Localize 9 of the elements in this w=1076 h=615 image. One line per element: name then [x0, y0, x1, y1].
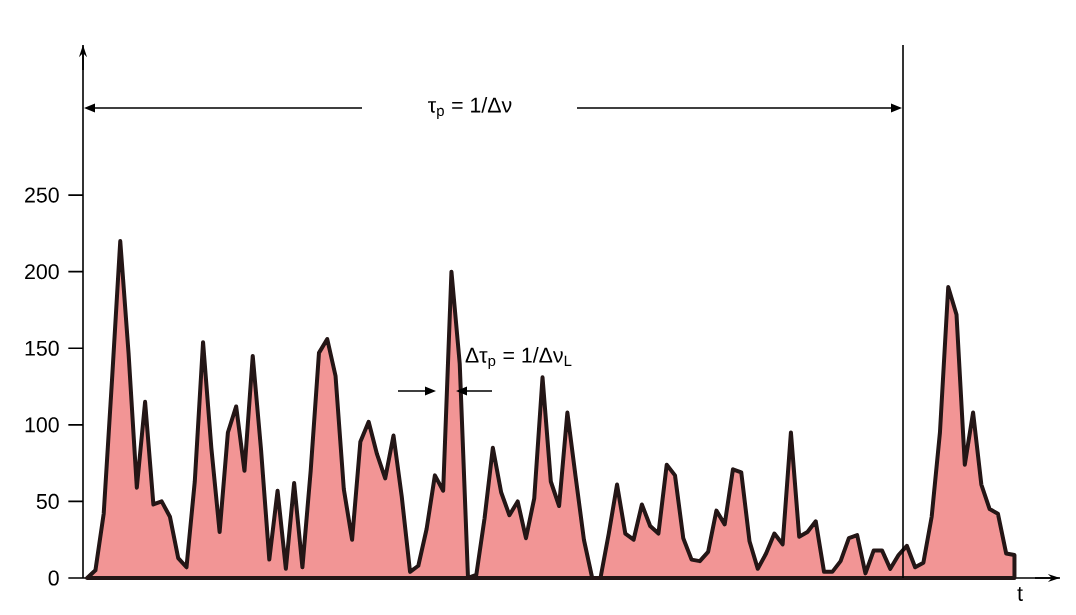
y-tick-label: 150	[25, 340, 59, 356]
annotation: Δτ$_{p}$ = 1/Δν$_{L}$	[465, 347, 572, 370]
y-tick-label: 200	[25, 264, 59, 280]
y-tick-label: 0	[48, 570, 59, 586]
y-tick-label: 50	[36, 493, 59, 509]
y-tick-label: 250	[25, 187, 59, 203]
annotation: τ$_{p}$ = 1/Δν	[428, 97, 512, 119]
y-tick-label: 100	[25, 417, 59, 433]
text: t	[1017, 586, 1023, 601]
